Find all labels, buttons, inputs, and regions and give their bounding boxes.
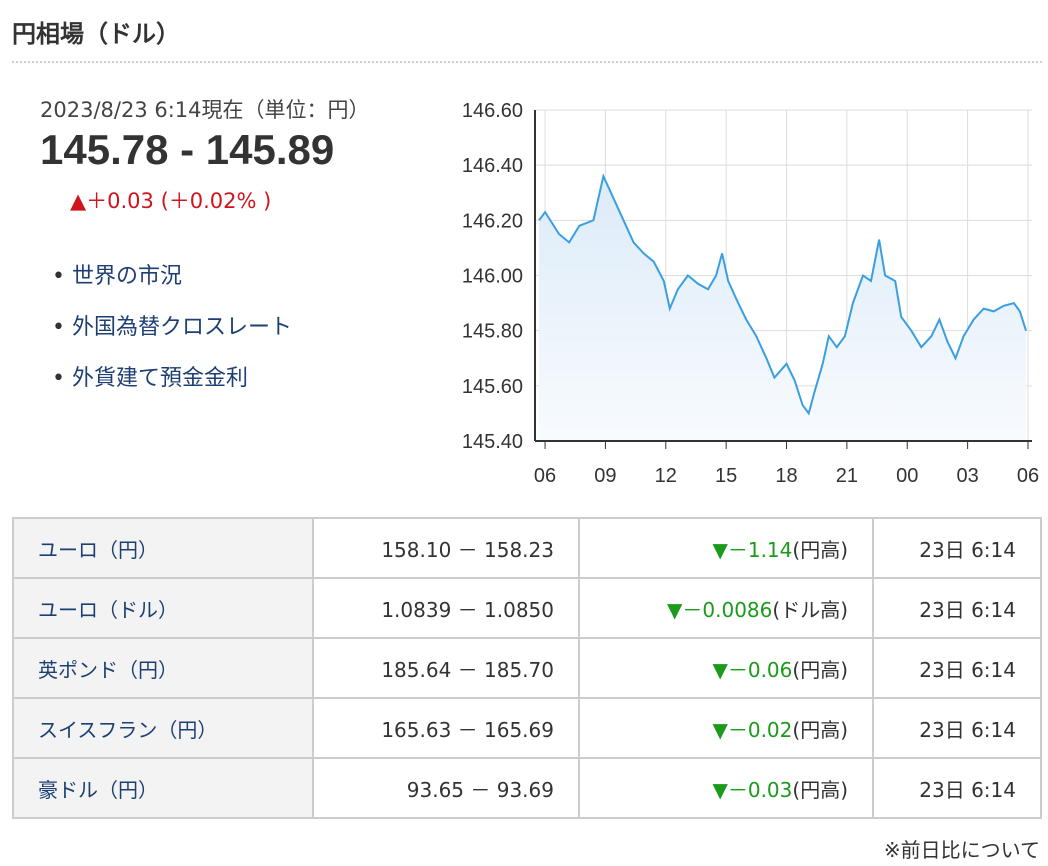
table-row: ユーロ（ドル） 1.0839 － 1.0850 ▼－0.0086(ドル高) 23日 6… xyxy=(12,577,1042,639)
y-tick-label: 145.60 xyxy=(462,376,523,398)
currency-name[interactable]: ユーロ（円） xyxy=(12,517,314,579)
rate-cell: 165.63 － 165.69 xyxy=(312,697,580,759)
currency-name[interactable]: スイスフラン（円） xyxy=(12,697,314,759)
note: (円高) xyxy=(792,777,848,802)
y-tick-label: 146.40 xyxy=(462,155,523,177)
change: ▲＋0.03 (＋0.02% ) xyxy=(70,189,272,213)
x-tick-label: 18 xyxy=(775,465,797,487)
name: 豪ドル（円） xyxy=(38,777,158,802)
note: (円高) xyxy=(792,537,848,562)
link[interactable]: 世界の市況 xyxy=(52,258,292,309)
divider xyxy=(12,61,1042,63)
x-tick-label: 00 xyxy=(896,465,918,487)
link-list: 世界の市況 外国為替クロスレート 外貨建て預金金利 xyxy=(52,258,292,411)
time-cell: 23日 6:14 xyxy=(872,517,1042,579)
rate: 158.10 － 158.23 xyxy=(381,537,554,562)
change: ▼－0.02 xyxy=(712,717,793,742)
x-tick-label: 06 xyxy=(534,465,556,487)
table-row: 豪ドル（円） 93.65 － 93.69 ▼－0.03(円高) 23日 6:14 xyxy=(12,757,1042,819)
link[interactable]: 外貨建て預金金利 xyxy=(52,360,292,411)
footnote-link[interactable]: ※前日比について xyxy=(883,838,1040,862)
time-cell: 23日 6:14 xyxy=(872,697,1042,759)
note: (円高) xyxy=(792,717,848,742)
rate-cell: 93.65 － 93.69 xyxy=(312,757,580,819)
y-tick-label: 145.40 xyxy=(462,431,523,453)
change-cell: ▼－0.06(円高) xyxy=(578,637,874,699)
x-tick-label: 12 xyxy=(655,465,677,487)
change: ▼－0.06 xyxy=(712,657,793,682)
y-tick-label: 146.60 xyxy=(462,100,523,122)
name: ユーロ（円） xyxy=(38,537,158,562)
change: ▼－0.03 xyxy=(712,777,793,802)
time-cell: 23日 6:14 xyxy=(872,637,1042,699)
rate-cell: 1.0839 － 1.0850 xyxy=(312,577,580,639)
change-cell: ▼－0.03(円高) xyxy=(578,757,874,819)
note: (円高) xyxy=(792,657,848,682)
x-tick-label: 15 xyxy=(715,465,737,487)
x-tick-label: 06 xyxy=(1017,465,1039,487)
page-title: 円相場（ドル） xyxy=(12,20,180,48)
name: ユーロ（ドル） xyxy=(38,597,178,622)
x-tick-label: 21 xyxy=(836,465,858,487)
table-row: スイスフラン（円） 165.63 － 165.69 ▼－0.02(円高) 23日 6:… xyxy=(12,697,1042,759)
rate: 1.0839 － 1.0850 xyxy=(381,597,554,622)
x-tick-label: 09 xyxy=(594,465,616,487)
change: ▼－1.14 xyxy=(712,537,793,562)
area xyxy=(539,176,1026,441)
time: 23日 6:14 xyxy=(919,597,1016,622)
time: 23日 6:14 xyxy=(919,717,1016,742)
time: 23日 6:14 xyxy=(919,657,1016,682)
table-row: ユーロ（円） 158.10 － 158.23 ▼－1.14(円高) 23日 6:14 xyxy=(12,517,1042,579)
change-cell: ▼－1.14(円高) xyxy=(578,517,874,579)
rate: 145.78 - 145.89 xyxy=(40,126,335,173)
time: 23日 6:14 xyxy=(919,537,1016,562)
change-cell: ▼－0.0086(ドル高) xyxy=(578,577,874,639)
rate-cell: 185.64 － 185.70 xyxy=(312,637,580,699)
rate: 165.63 － 165.69 xyxy=(381,717,554,742)
time-cell: 23日 6:14 xyxy=(872,577,1042,639)
currency-name[interactable]: 英ポンド（円） xyxy=(12,637,314,699)
x-tick-label: 03 xyxy=(956,465,978,487)
rate-table: ユーロ（円） 158.10 － 158.23 ▼－1.14(円高) 23日 6:14 ユ… xyxy=(12,517,1042,819)
timestamp: 2023/8/23 6:14現在（単位：円） xyxy=(40,98,370,122)
price-line xyxy=(538,173,1027,416)
currency-name[interactable]: ユーロ（ドル） xyxy=(12,577,314,639)
change-cell: ▼－0.02(円高) xyxy=(578,697,874,759)
y-tick-label: 145.80 xyxy=(462,321,523,343)
y-tick-label: 146.20 xyxy=(462,210,523,232)
rate: 93.65 － 93.69 xyxy=(406,777,554,802)
name: スイスフラン（円） xyxy=(38,717,218,742)
currency-name[interactable]: 豪ドル（円） xyxy=(12,757,314,819)
y-tick-label: 146.00 xyxy=(462,266,523,288)
chart: 145.40 145.60 145.80 146.00 146.20 146.40 146.… xyxy=(462,100,1039,487)
rate-cell: 158.10 － 158.23 xyxy=(312,517,580,579)
change: ▼－0.0086 xyxy=(667,597,773,622)
time-cell: 23日 6:14 xyxy=(872,757,1042,819)
name: 英ポンド（円） xyxy=(38,657,178,682)
link[interactable]: 外国為替クロスレート xyxy=(52,309,292,360)
table-row: 英ポンド（円） 185.64 － 185.70 ▼－0.06(円高) 23日 6:14 xyxy=(12,637,1042,699)
note: (ドル高) xyxy=(772,597,848,622)
time: 23日 6:14 xyxy=(919,777,1016,802)
rate: 185.64 － 185.70 xyxy=(381,657,554,682)
